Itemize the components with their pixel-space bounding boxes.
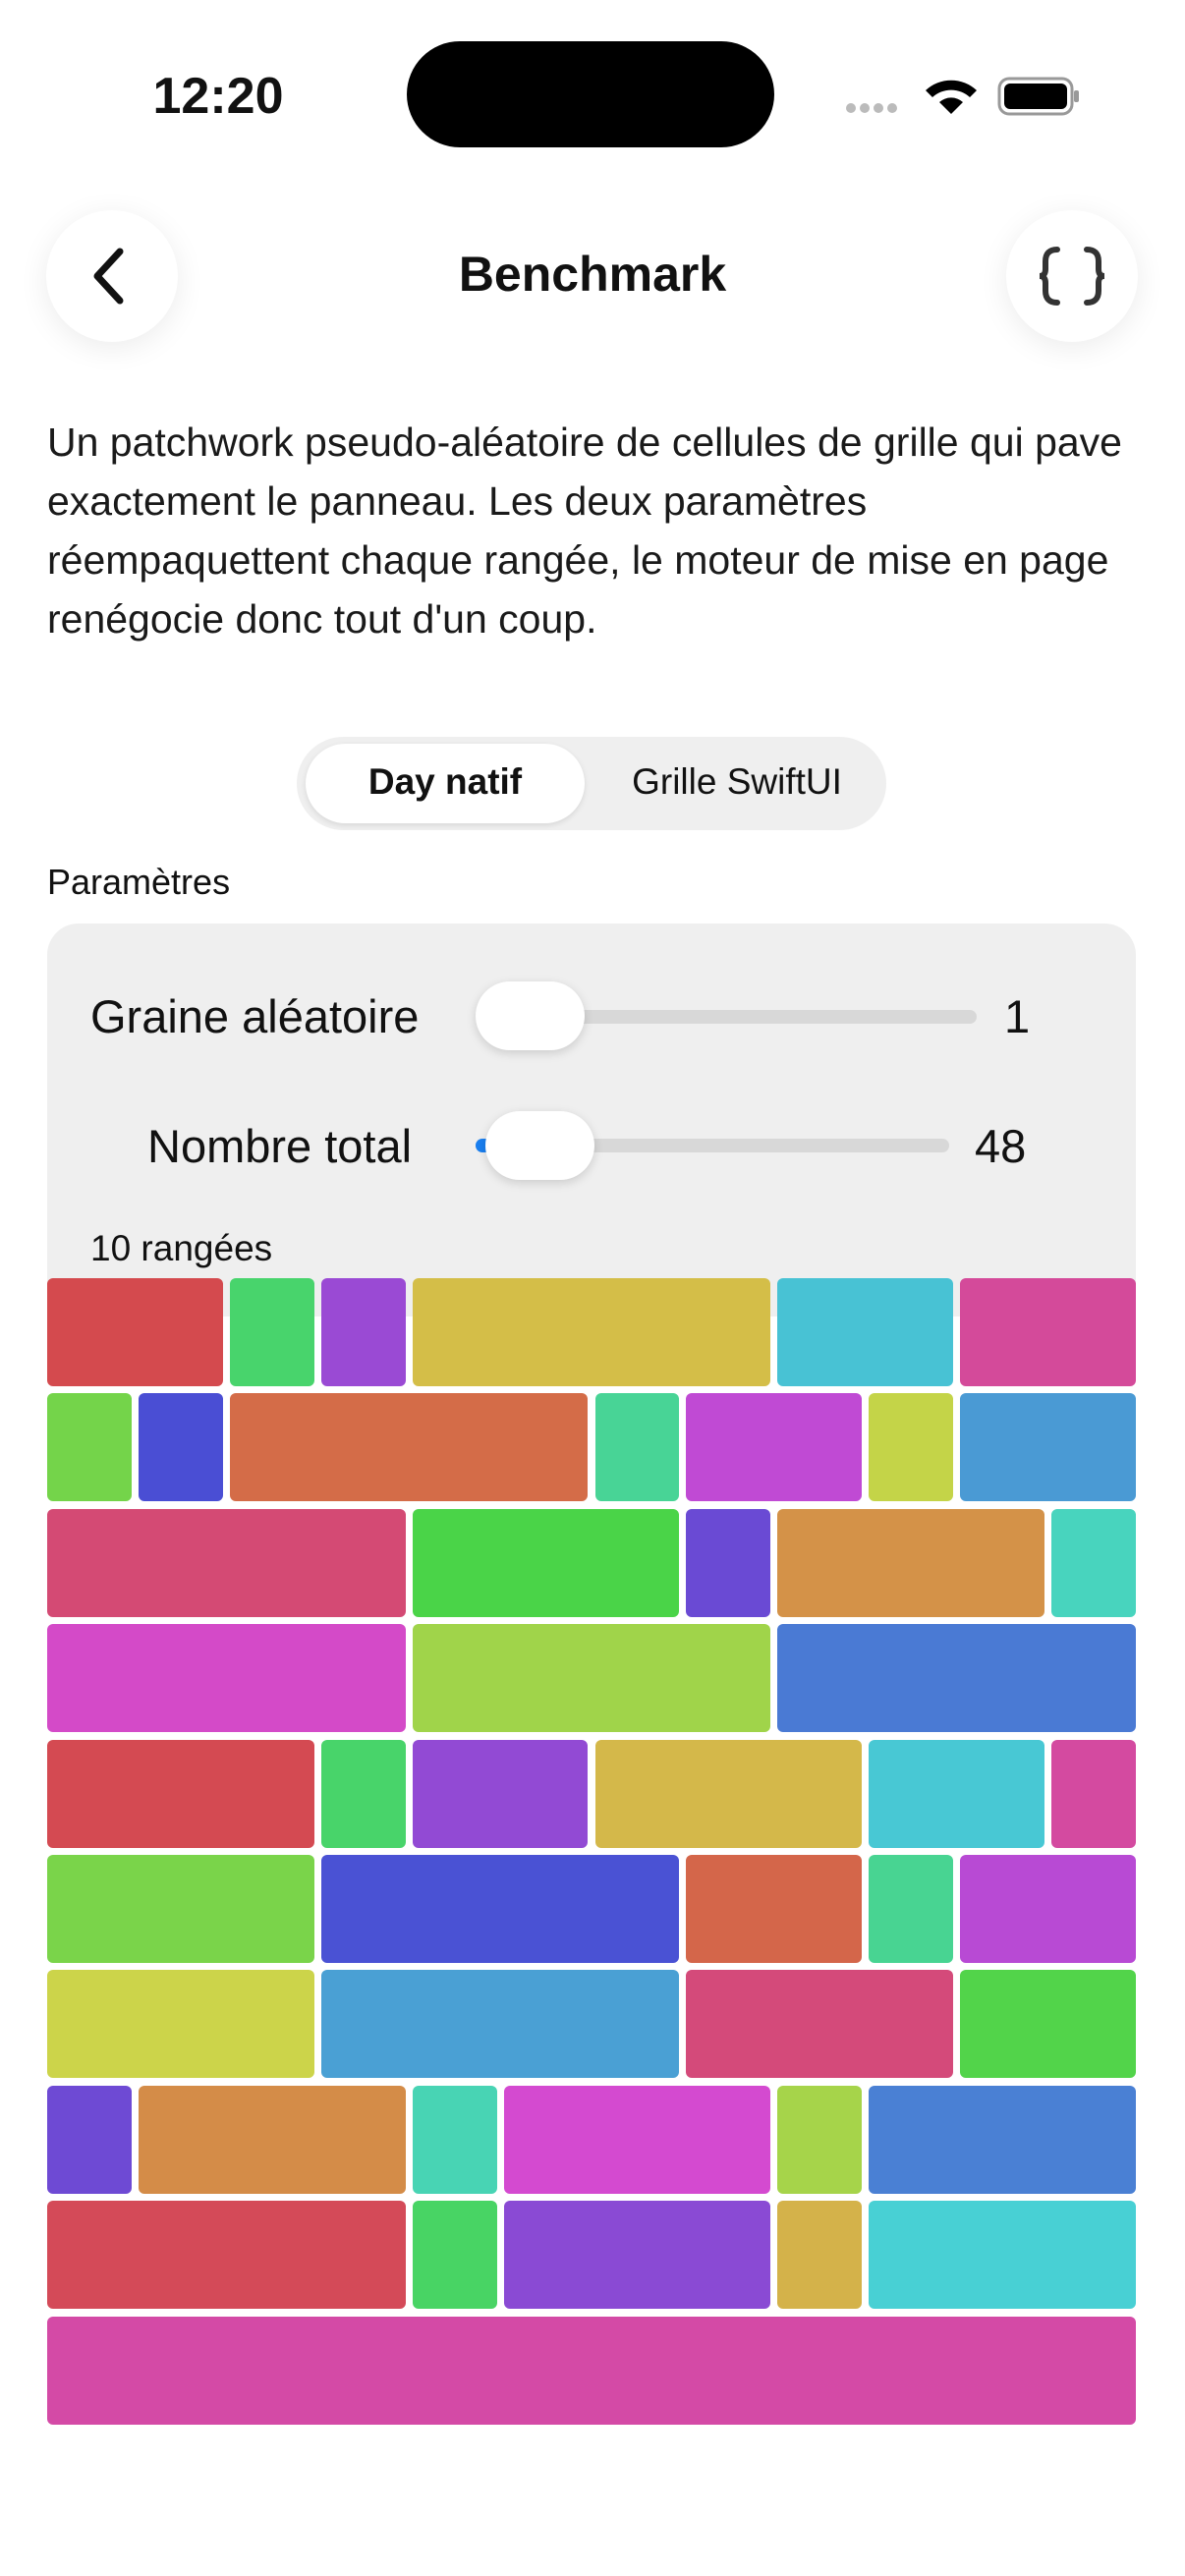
braces-icon xyxy=(1039,247,1105,306)
grid-cell xyxy=(320,1970,680,2079)
grid-cell xyxy=(1051,1508,1136,1617)
grid-cell xyxy=(686,1855,863,1963)
slider-track[interactable] xyxy=(476,1010,977,1024)
parameters-panel xyxy=(47,924,1136,1316)
grid-cell xyxy=(47,1970,314,2079)
slider-value: 48 xyxy=(975,1120,1027,1172)
grid-cell xyxy=(869,2201,1136,2310)
grid-cell xyxy=(47,1855,314,1963)
grid-cell xyxy=(869,2085,1136,2194)
grid-cell xyxy=(960,1855,1136,1963)
grid-cell xyxy=(777,2201,863,2310)
grid-cell xyxy=(960,1970,1136,2079)
grid-cell xyxy=(138,2085,406,2194)
patchwork-grid xyxy=(47,1278,1136,2426)
segment-selected[interactable] xyxy=(306,744,585,823)
grid-cell xyxy=(47,2085,132,2194)
grid-cell xyxy=(47,2201,406,2310)
grid-cell xyxy=(412,2201,497,2310)
grid-cell xyxy=(320,1278,406,1386)
grid-cell xyxy=(686,1393,863,1502)
grid-cell xyxy=(686,1970,954,2079)
grid-cell xyxy=(777,1508,1045,1617)
description: Un patchwork pseudo-aléatoire de cellule… xyxy=(47,420,1122,642)
grid-cell xyxy=(320,1855,680,1963)
grid-cell xyxy=(594,1393,680,1502)
rows-label: 10 rangées xyxy=(90,1228,273,1268)
status-icons xyxy=(846,77,1079,116)
grid-cell xyxy=(412,1624,771,1733)
grid-cell xyxy=(686,1508,771,1617)
code-button[interactable] xyxy=(1006,210,1138,342)
grid-cell xyxy=(47,2316,1136,2425)
back-button[interactable] xyxy=(46,210,178,342)
grid-cell xyxy=(960,1393,1136,1502)
grid-cell xyxy=(777,1624,1136,1733)
grid-cell xyxy=(47,1739,314,1848)
grid-cell xyxy=(47,1624,406,1733)
segment-option[interactable]: Day natif xyxy=(367,761,523,802)
status-time: 12:20 xyxy=(152,68,284,125)
grid-cell xyxy=(229,1393,589,1502)
slider-value: 1 xyxy=(1004,990,1031,1042)
grid-cell xyxy=(777,2085,863,2194)
grid-cell xyxy=(412,2085,497,2194)
grid-cell xyxy=(47,1393,132,1502)
grid-cell xyxy=(503,2085,771,2194)
grid-cell xyxy=(869,1393,954,1502)
section-label: Paramètres xyxy=(47,862,231,902)
grid-cell xyxy=(138,1393,223,1502)
grid-cell xyxy=(1051,1739,1136,1848)
slider-thumb[interactable] xyxy=(476,981,585,1050)
grid-cell xyxy=(47,1278,223,1386)
grid-cell xyxy=(869,1739,1045,1848)
grid-cell xyxy=(777,1278,954,1386)
grid-cell xyxy=(320,1739,406,1848)
nav-title: Benchmark xyxy=(458,247,727,302)
grid-cell xyxy=(412,1278,771,1386)
grid-cell xyxy=(960,1278,1136,1386)
grid-cell xyxy=(503,2201,771,2310)
grid-cell xyxy=(229,1278,314,1386)
grid-cell xyxy=(412,1508,680,1617)
slider-label: Nombre total xyxy=(147,1120,413,1172)
grid-cell xyxy=(412,1739,589,1848)
grid-cell xyxy=(594,1739,863,1848)
grid-cell xyxy=(869,1855,954,1963)
grid-cell xyxy=(47,1508,406,1617)
segment-option[interactable]: Grille SwiftUI xyxy=(632,761,842,802)
back-icon xyxy=(93,248,124,305)
slider-thumb[interactable] xyxy=(485,1111,594,1180)
slider-label: Graine aléatoire xyxy=(90,990,420,1042)
dynamic-island xyxy=(407,41,774,147)
